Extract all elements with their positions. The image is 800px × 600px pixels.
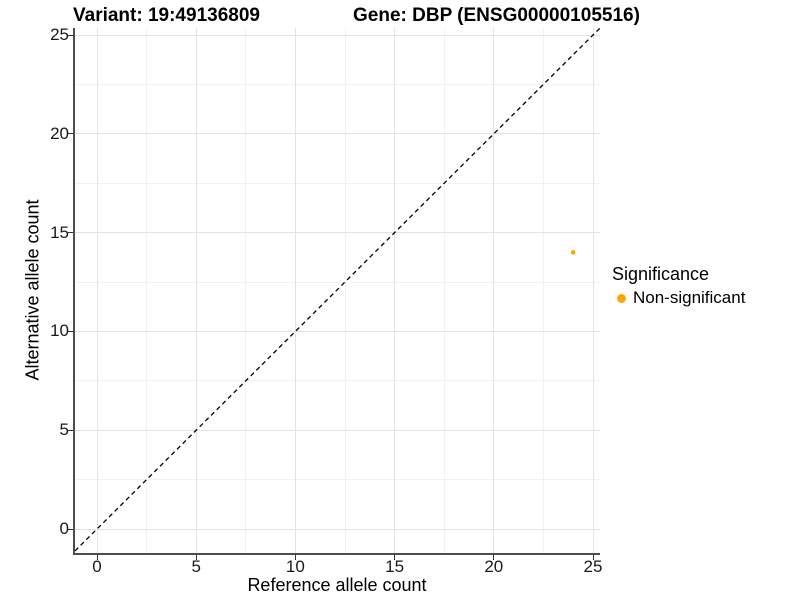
x-tick-mark	[592, 555, 594, 560]
gridline-y-major	[75, 330, 600, 332]
gridline-y-major	[75, 34, 600, 36]
gridline-y-minor	[75, 479, 600, 481]
gridline-y-major	[75, 528, 600, 530]
legend: Significance Non-significant	[612, 263, 745, 308]
gridline-x-major	[294, 28, 296, 553]
y-tick-mark	[68, 528, 73, 530]
x-tick-label: 25	[583, 557, 603, 576]
legend-item: Non-significant	[612, 288, 745, 308]
x-tick-mark	[195, 555, 197, 560]
y-tick-label: 10	[50, 321, 69, 341]
gridline-y-minor	[75, 83, 600, 85]
gridline-x-minor	[443, 28, 445, 553]
y-tick-mark	[68, 330, 73, 332]
gridline-x-minor	[542, 28, 544, 553]
gridline-x-minor	[344, 28, 346, 553]
y-axis-title: Alternative allele count	[22, 199, 43, 381]
y-tick-mark	[68, 133, 73, 135]
variant-title: Variant: 19:49136809	[73, 5, 260, 26]
x-tick-mark	[96, 555, 98, 560]
plot-panel	[75, 28, 600, 553]
data-point	[570, 250, 576, 255]
gridline-y-minor	[75, 281, 600, 283]
gridline-x-major	[394, 28, 396, 553]
x-tick-mark	[394, 555, 396, 560]
legend-title: Significance	[612, 264, 710, 284]
y-tick-mark	[68, 232, 73, 234]
y-tick-label: 5	[59, 420, 69, 440]
y-tick-label: 0	[59, 519, 69, 538]
gridline-y-major	[75, 133, 600, 135]
y-tick-label: 20	[50, 123, 69, 143]
x-tick-mark	[294, 555, 296, 560]
gene-title: Gene: DBP (ENSG00000105516)	[353, 5, 640, 26]
x-tick-label: 5	[191, 557, 201, 576]
legend-item-label: Non-significant	[633, 288, 746, 307]
gridline-x-major	[592, 28, 594, 553]
plot-canvas	[74, 27, 601, 552]
x-axis-line	[73, 553, 600, 555]
x-tick-label: 10	[285, 557, 305, 576]
gridline-y-minor	[75, 182, 600, 184]
gridline-x-minor	[245, 28, 247, 553]
x-tick-label: 15	[385, 557, 405, 576]
x-tick-mark	[493, 555, 495, 560]
y-tick-label: 15	[50, 222, 69, 242]
gridline-y-major	[75, 232, 600, 234]
y-axis-line	[73, 28, 75, 555]
y-tick-mark	[68, 429, 73, 431]
gridline-x-major	[195, 28, 197, 553]
gridline-x-major	[96, 28, 98, 553]
x-tick-label: 0	[92, 557, 102, 576]
gridline-x-minor	[146, 28, 148, 553]
x-tick-label: 20	[484, 557, 504, 576]
y-tick-mark	[68, 34, 73, 36]
gridline-y-major	[75, 429, 600, 431]
identity-reference-line	[74, 27, 601, 552]
gridline-y-minor	[75, 380, 600, 382]
x-axis-title: Reference allele count	[247, 575, 427, 595]
legend-point-icon	[617, 293, 626, 303]
gridline-x-major	[493, 28, 495, 553]
y-tick-label: 25	[50, 25, 69, 44]
